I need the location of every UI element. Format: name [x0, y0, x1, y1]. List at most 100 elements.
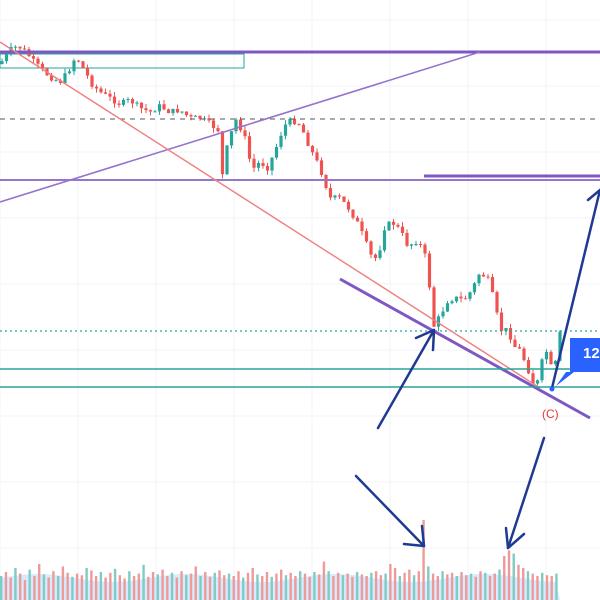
volume-bar [47, 577, 50, 600]
candle [319, 160, 324, 175]
candle [198, 115, 202, 119]
candle [436, 316, 441, 327]
candle [481, 274, 486, 277]
candle [148, 110, 153, 112]
volume-bar [113, 568, 117, 600]
volume-bar [151, 572, 155, 600]
candle [495, 292, 499, 313]
volume-bar [80, 575, 84, 600]
volume-bar [23, 580, 27, 600]
volume-bar [156, 574, 160, 600]
descending-trendline[interactable] [0, 41, 541, 389]
volume-bar [118, 575, 122, 600]
volume-bar [450, 572, 454, 600]
candle [94, 86, 99, 89]
arrow-down-right[interactable] [504, 436, 546, 550]
volume-bar [270, 576, 273, 600]
candle [553, 360, 558, 365]
volume-bar [436, 576, 440, 600]
arrow-up-right[interactable] [550, 188, 600, 390]
volume-bar [317, 574, 321, 600]
candle [549, 351, 553, 365]
volume-bar [412, 575, 416, 600]
candle [508, 328, 513, 340]
volume-bar [137, 573, 141, 600]
volume-histogram [0, 520, 560, 600]
candle [36, 58, 40, 64]
volume-bar [9, 577, 12, 600]
candle [414, 243, 418, 245]
candle [301, 124, 306, 133]
volume-bar [541, 572, 544, 600]
rising-trendline[interactable] [0, 51, 481, 203]
lower-channel-line[interactable] [339, 277, 591, 420]
candle [13, 46, 18, 48]
candle [400, 226, 405, 233]
volume-bar [66, 572, 69, 600]
volume-bar [365, 576, 368, 600]
volume-bar [374, 571, 378, 600]
volume-bar [322, 561, 326, 600]
candle [49, 75, 54, 81]
volume-bar [313, 572, 316, 600]
candle [252, 158, 256, 168]
candle [355, 217, 360, 222]
volume-bar [398, 576, 402, 600]
candle [225, 145, 229, 175]
candle [486, 276, 490, 278]
candle [117, 103, 121, 105]
candle [157, 104, 162, 112]
volume-bar [33, 576, 36, 600]
candle [540, 359, 544, 381]
candle [369, 241, 373, 255]
volume-bar [161, 569, 164, 600]
candle [391, 221, 396, 225]
candle [418, 243, 423, 245]
candle [405, 232, 409, 246]
candle [243, 130, 247, 137]
volume-bar [308, 576, 311, 600]
arrow-up-left[interactable] [376, 328, 436, 430]
candle [387, 221, 391, 231]
volume-bar [218, 570, 221, 600]
volume-bar [441, 571, 444, 600]
volume-bar [469, 573, 473, 600]
candle [522, 348, 526, 361]
volume-bar [526, 571, 530, 600]
volume-bar [94, 576, 98, 600]
volume-bar [42, 574, 46, 600]
candle [85, 67, 90, 76]
volume-bar [147, 576, 150, 600]
candle [31, 56, 36, 59]
price-badge[interactable]: 12 [549, 338, 600, 392]
candle [531, 373, 535, 384]
volume-bar [52, 571, 55, 600]
candle [288, 118, 292, 125]
candle [256, 162, 261, 168]
candle [292, 118, 297, 125]
candle [544, 351, 549, 360]
candle [441, 311, 445, 317]
candle [166, 109, 171, 114]
volume-bar [199, 576, 202, 600]
volume-bar [0, 576, 3, 600]
candle [9, 46, 13, 54]
volume-bar [455, 576, 458, 600]
arrow-down-left[interactable] [354, 474, 426, 548]
volume-bar [123, 578, 126, 600]
volume-bar [280, 569, 283, 600]
volume-bar [194, 566, 197, 600]
volume-bar [522, 568, 525, 600]
volume-bar [18, 573, 22, 600]
supply-zone-box[interactable] [0, 53, 245, 69]
candle [517, 347, 522, 349]
candle [297, 124, 301, 126]
volume-bar [531, 573, 534, 600]
volume-bar [484, 572, 487, 600]
volume-bar [474, 576, 477, 600]
candle [409, 244, 414, 246]
candle [270, 157, 274, 171]
candle [184, 111, 189, 116]
volume-bar [346, 573, 349, 600]
